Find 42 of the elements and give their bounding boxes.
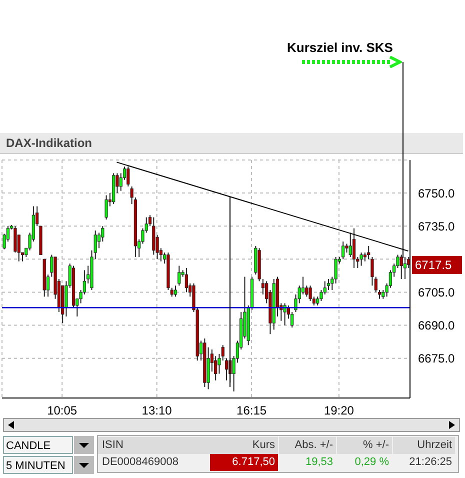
y-tick-label: 6750.0 <box>418 186 456 200</box>
x-tick-label: 13:10 <box>142 404 172 418</box>
text: 19,53 <box>304 455 334 470</box>
text: 6.717,50 <box>210 454 278 471</box>
candlestick <box>400 254 403 280</box>
text: DE0008469008 <box>101 455 180 470</box>
candlestick <box>184 267 188 293</box>
text: CANDLE <box>3 436 73 454</box>
y-tick-label: 6675.0 <box>418 352 456 366</box>
text: % +/- <box>337 437 392 454</box>
candlestick <box>342 241 345 260</box>
text: Uhrzeit <box>393 437 455 454</box>
candlestick <box>360 252 363 266</box>
y-tick-label: 6735.0 <box>418 219 456 234</box>
x-tick-label: 10:05 <box>47 404 78 418</box>
candlestick <box>174 285 178 298</box>
candlestick <box>301 276 305 295</box>
candlestick <box>104 194 108 220</box>
text: 0,29 % <box>354 455 390 470</box>
candlestick <box>126 166 130 187</box>
candlestick <box>348 232 352 258</box>
candlestick <box>283 302 286 326</box>
text: Kursziel inv. SKS <box>287 40 393 55</box>
text: 5 MINUTEN <box>3 456 73 474</box>
y-tick-label: 6705.0 <box>418 285 456 300</box>
text: ISIN <box>98 437 210 454</box>
candlestick <box>352 228 356 268</box>
candlestick <box>370 256 374 286</box>
text: Abs. +/- <box>279 437 336 454</box>
x-tick-label: 16:15 <box>236 404 267 418</box>
candlestick <box>308 285 312 302</box>
candlestick <box>14 226 17 254</box>
y-tick-label: 6690.0 <box>418 318 456 333</box>
text: 21:26:25 <box>408 455 453 470</box>
text: 6717.5 <box>412 256 462 274</box>
text: Kurs <box>210 437 278 454</box>
candlestick <box>403 256 407 280</box>
candlestick <box>367 245 370 260</box>
candlestick <box>178 265 181 286</box>
candlestick <box>326 278 330 291</box>
x-tick-label: 19:20 <box>324 404 354 418</box>
chart-title: DAX-Indikation <box>0 133 463 154</box>
